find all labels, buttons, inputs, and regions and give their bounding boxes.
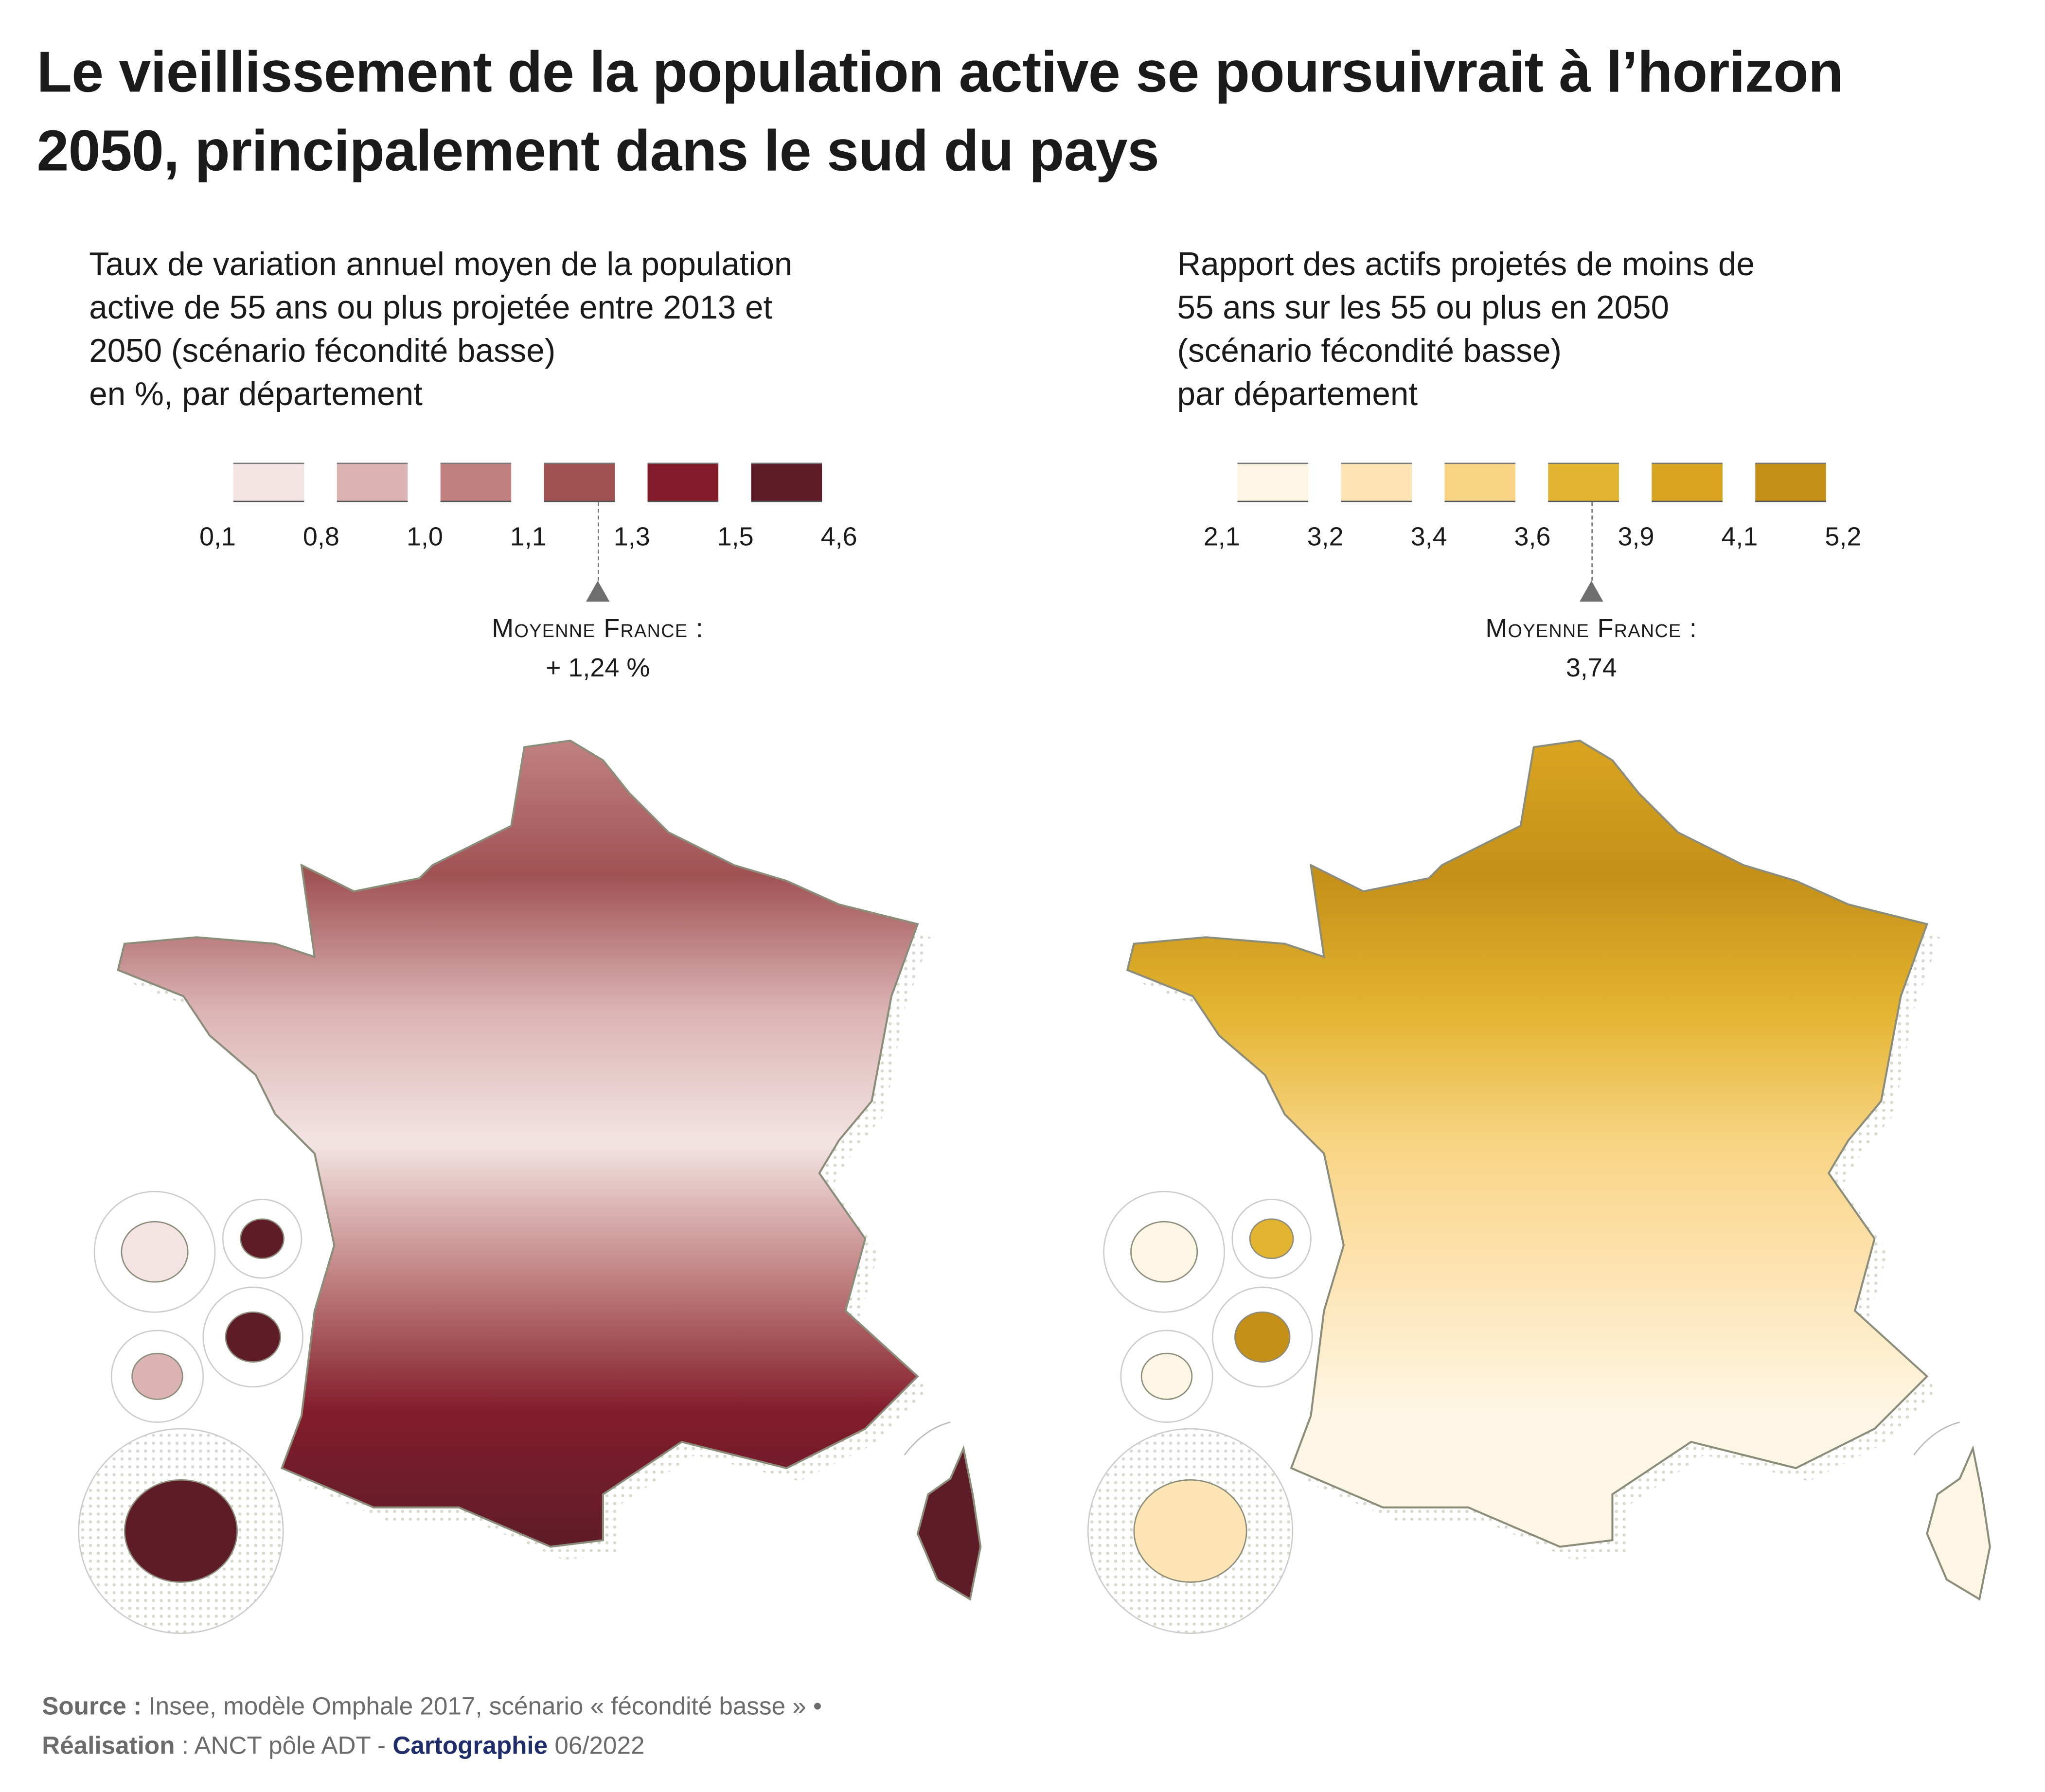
legend-break-label: 5,2 bbox=[1825, 523, 1862, 552]
source-label: Source : bbox=[42, 1693, 142, 1721]
average-annotation: Moyenne France : + 1,24 % bbox=[401, 609, 795, 688]
metropolitan-france bbox=[1126, 739, 1929, 1548]
guadeloupe-inset bbox=[93, 1190, 216, 1313]
realisation-text: : ANCT pôle ADT - bbox=[181, 1733, 386, 1761]
source-line: Source : Insee, modèle Omphale 2017, scé… bbox=[42, 1688, 822, 1728]
average-label: Moyenne France : bbox=[1485, 615, 1698, 644]
page-title: Le vieillissement de la population activ… bbox=[36, 40, 1843, 184]
legend-break-label: 1,1 bbox=[510, 523, 547, 552]
left-subtitle: Taux de variation annuel moyen de la pop… bbox=[89, 244, 1007, 417]
legend-swatch bbox=[1755, 462, 1826, 502]
left-unit-line: en %, par département bbox=[89, 376, 423, 413]
legend-break-label: 0,1 bbox=[199, 523, 236, 552]
legend-swatch bbox=[337, 462, 408, 502]
left-subtitle-line: active de 55 ans ou plus projetée entre … bbox=[89, 289, 773, 327]
average-marker-triangle-icon bbox=[586, 581, 610, 602]
legend-break-label: 3,2 bbox=[1307, 523, 1344, 552]
right-map bbox=[1087, 739, 1991, 1634]
corsica bbox=[1926, 1445, 1991, 1601]
source-text: Insee, modèle Omphale 2017, scénario « f… bbox=[148, 1693, 822, 1721]
legend-break-label: 3,4 bbox=[1410, 523, 1447, 552]
average-marker-triangle-icon bbox=[1580, 581, 1603, 602]
date: 06/2022 bbox=[554, 1733, 645, 1761]
legend-break-label: 0,8 bbox=[302, 523, 339, 552]
legend-swatch bbox=[1652, 462, 1723, 502]
realisation-label: Réalisation bbox=[42, 1733, 175, 1761]
guadeloupe-inset bbox=[1103, 1190, 1225, 1313]
legend-swatch bbox=[1548, 462, 1619, 502]
legend-break-label: 2,1 bbox=[1203, 523, 1240, 552]
cartographie-label: Cartographie bbox=[392, 1733, 548, 1761]
legend-swatch bbox=[1444, 462, 1515, 502]
right-subtitle-line: 55 ans sur les 55 ou plus en 2050 bbox=[1177, 289, 1670, 327]
legend-swatch bbox=[751, 462, 822, 502]
corsica bbox=[916, 1445, 982, 1601]
right-subtitle-line: Rapport des actifs projetés de moins de bbox=[1177, 246, 1755, 284]
left-legend: 0,1 0,8 1,0 1,1 1,3 1,5 4,6 Moyenne France : + 1… bbox=[199, 462, 967, 725]
legend-break-label: 4,6 bbox=[820, 523, 857, 552]
legend-swatch bbox=[233, 462, 304, 502]
metropolitan-france bbox=[117, 739, 919, 1548]
right-unit-line: par département bbox=[1177, 376, 1418, 413]
legend-break-label: 3,9 bbox=[1618, 523, 1654, 552]
left-subtitle-line: Taux de variation annuel moyen de la pop… bbox=[89, 246, 793, 284]
legend-swatch bbox=[544, 462, 615, 502]
legend-break-label: 1,5 bbox=[717, 523, 754, 552]
average-marker-line bbox=[598, 502, 599, 581]
martinique-inset bbox=[222, 1199, 302, 1279]
left-subtitle-line: 2050 (scénario fécondité basse) bbox=[89, 333, 556, 370]
guyane-inset bbox=[1087, 1428, 1294, 1634]
legend-break-label: 4,1 bbox=[1721, 523, 1758, 552]
martinique-inset-2 bbox=[1120, 1330, 1213, 1423]
average-value: 3,74 bbox=[1565, 654, 1617, 683]
martinique-inset-2 bbox=[110, 1330, 204, 1423]
legend-break-label: 1,3 bbox=[613, 523, 650, 552]
legend-swatch bbox=[1341, 462, 1412, 502]
legend-break-label: 1,0 bbox=[406, 523, 443, 552]
legend-swatch bbox=[1237, 462, 1309, 502]
right-subtitle-line: (scénario fécondité basse) bbox=[1177, 333, 1562, 370]
right-subtitle: Rapport des actifs projetés de moins de … bbox=[1177, 244, 2045, 417]
legend-break-label: 3,6 bbox=[1514, 523, 1551, 552]
average-value: + 1,24 % bbox=[545, 654, 650, 683]
average-marker-line bbox=[1591, 502, 1593, 581]
average-label: Moyenne France : bbox=[492, 615, 704, 644]
legend-swatch bbox=[440, 462, 512, 502]
legend-swatch bbox=[647, 462, 719, 502]
average-annotation: Moyenne France : 3,74 bbox=[1395, 609, 1788, 688]
footer: Source : Insee, modèle Omphale 2017, scé… bbox=[42, 1688, 822, 1767]
left-map bbox=[78, 739, 982, 1634]
right-legend: 2,1 3,2 3,4 3,6 3,9 4,1 5,2 Moyenne France : 3,7… bbox=[1204, 462, 1972, 725]
martinique-inset bbox=[1231, 1199, 1312, 1279]
reunion-inset bbox=[1211, 1286, 1313, 1388]
guyane-inset bbox=[78, 1428, 284, 1634]
realisation-line: Réalisation : ANCT pôle ADT - Cartograph… bbox=[42, 1728, 822, 1767]
reunion-inset bbox=[202, 1286, 304, 1388]
